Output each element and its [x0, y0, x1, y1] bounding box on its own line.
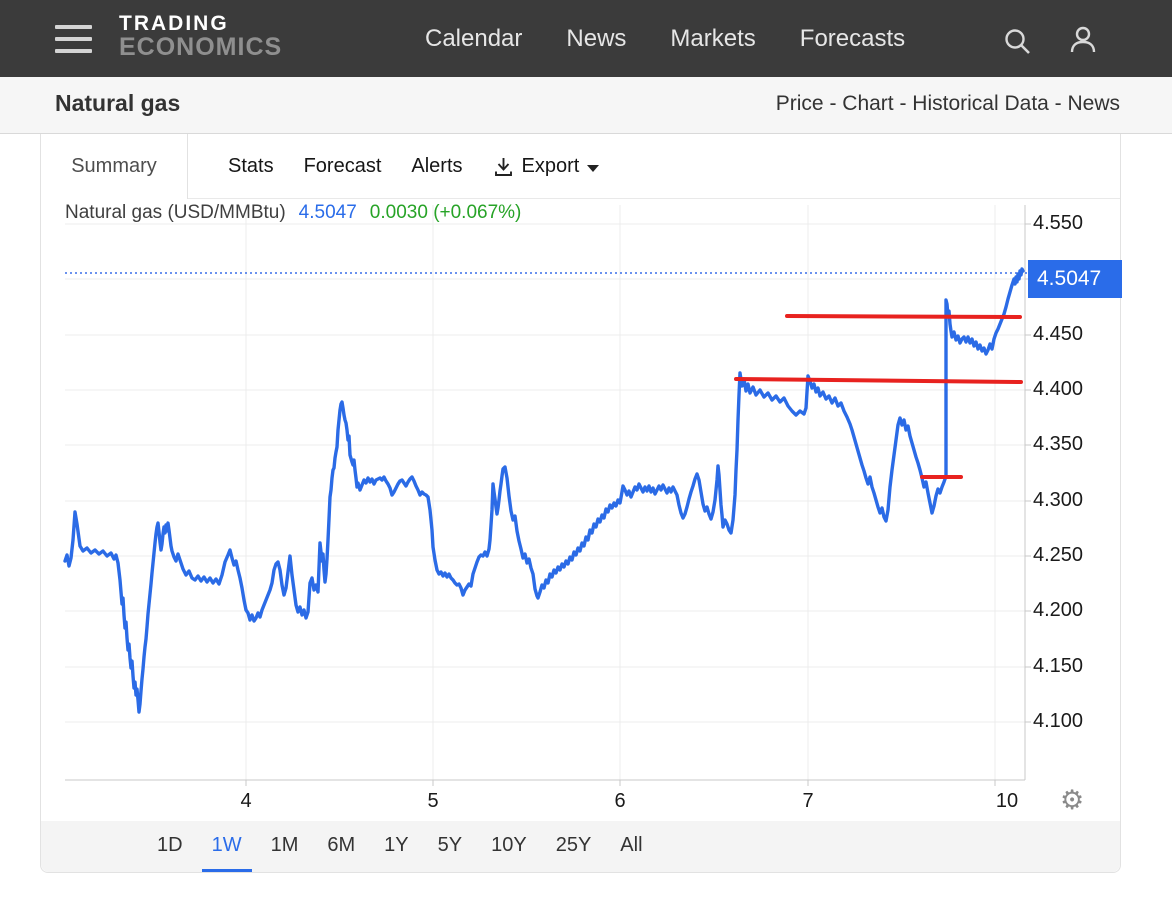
range-1d[interactable]: 1D — [147, 821, 193, 872]
chevron-down-icon — [587, 164, 600, 172]
export-button[interactable]: Export — [493, 134, 600, 199]
x-axis-label: 10 — [995, 790, 1019, 812]
x-axis-label: 7 — [802, 790, 814, 812]
range-all[interactable]: All — [610, 821, 652, 872]
range-1m[interactable]: 1M — [261, 821, 309, 872]
range-25y[interactable]: 25Y — [546, 821, 602, 872]
tab-bar-divider — [188, 198, 1120, 199]
y-axis-label: 4.400 — [1033, 378, 1084, 400]
nav-item-forecasts[interactable]: Forecasts — [799, 24, 906, 52]
range-1w[interactable]: 1W — [201, 821, 252, 872]
legend-price: 4.5047 — [298, 202, 357, 223]
chart-legend: Natural gas (USD/MMBtu) 4.5047 0.0030 (+… — [65, 202, 521, 224]
user-account-icon[interactable] — [1068, 25, 1098, 55]
range-5y[interactable]: 5Y — [428, 821, 472, 872]
top-nav: TRADING ECONOMICS Calendar News Markets For… — [0, 0, 1172, 77]
range-1y[interactable]: 1Y — [374, 821, 418, 872]
x-axis-label: 5 — [427, 790, 439, 812]
y-axis-label: 4.450 — [1033, 323, 1084, 345]
brand-bottom-text: ECONOMICS — [119, 33, 283, 61]
legend-change: 0.0030 (+0.067%) — [369, 202, 522, 223]
tab-items: Stats Forecast Alerts — [213, 134, 478, 199]
y-axis-label: 4.350 — [1033, 433, 1084, 455]
y-axis-label: 4.150 — [1033, 655, 1084, 677]
brand-logo[interactable]: TRADING ECONOMICS — [119, 13, 282, 60]
brand-top-text: TRADING — [119, 12, 229, 35]
nav-links: Calendar News Markets Forecasts — [425, 0, 905, 77]
tab-summary[interactable]: Summary — [41, 134, 188, 199]
y-axis-label: 4.100 — [1033, 710, 1084, 732]
tab-bar: Summary Stats Forecast Alerts Export — [41, 134, 1120, 199]
y-axis-label: 4.200 — [1033, 599, 1084, 621]
legend-instrument: Natural gas (USD/MMBtu) — [65, 202, 286, 223]
nav-item-calendar[interactable]: Calendar — [425, 24, 523, 52]
page-header: Natural gas Price - Chart - Historical D… — [0, 77, 1172, 134]
tab-alerts[interactable]: Alerts — [411, 155, 463, 177]
y-axis-label: 4.300 — [1033, 489, 1084, 511]
range-10y[interactable]: 10Y — [481, 821, 537, 872]
current-price-badge: 4.5047 — [1028, 260, 1122, 298]
x-axis-label: 4 — [240, 790, 252, 812]
tab-stats[interactable]: Stats — [228, 155, 274, 177]
download-icon — [494, 157, 512, 176]
page-title: Natural gas — [55, 90, 181, 116]
tab-forecast[interactable]: Forecast — [303, 155, 382, 177]
nav-item-markets[interactable]: Markets — [670, 24, 756, 52]
nav-item-news[interactable]: News — [566, 24, 627, 52]
instrument-card: Summary Stats Forecast Alerts Export 1D 1W 1… — [40, 134, 1121, 873]
section-links[interactable]: Price - Chart - Historical Data - News — [775, 92, 1120, 115]
export-label: Export — [521, 155, 580, 177]
range-selector: 1D 1W 1M 6M 1Y 5Y 10Y 25Y All — [41, 821, 1120, 872]
range-6m[interactable]: 6M — [317, 821, 365, 872]
x-axis-label: 6 — [614, 790, 626, 812]
y-axis-label: 4.550 — [1033, 212, 1084, 234]
y-axis-label: 4.250 — [1033, 544, 1084, 566]
search-icon[interactable] — [1003, 27, 1033, 57]
hamburger-menu-icon[interactable] — [55, 25, 92, 53]
chart-settings-gear-icon[interactable]: ⚙ — [1060, 785, 1085, 815]
